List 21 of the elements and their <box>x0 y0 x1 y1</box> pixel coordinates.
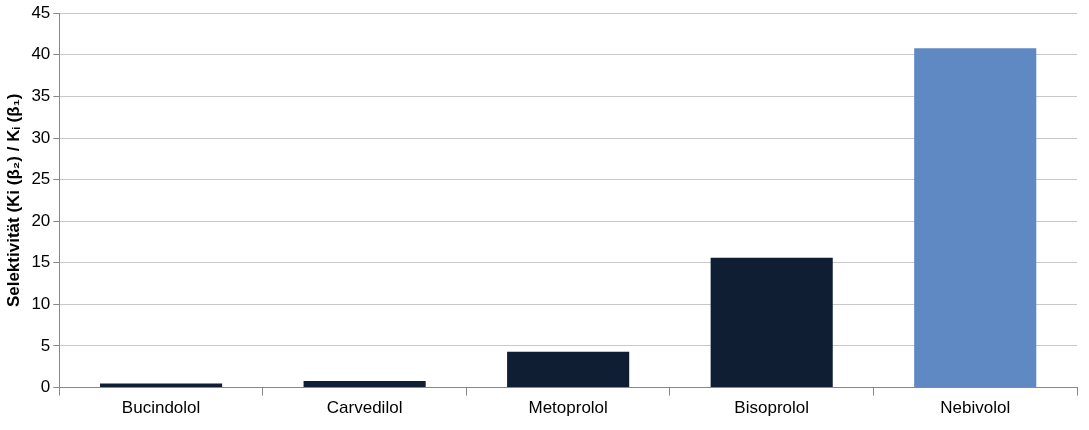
y-tick-label: 10 <box>31 294 51 314</box>
y-tick-label: 15 <box>31 252 51 272</box>
bar <box>914 48 1037 388</box>
y-tick-label: 0 <box>40 377 51 397</box>
y-axis-title: Selektivität (Ki (β₂) / Kᵢ (β₁) <box>3 93 23 308</box>
x-tick-label: Bisoprolol <box>734 398 810 418</box>
x-tick-label: Carvedilol <box>326 398 403 418</box>
y-tick-label: 30 <box>31 127 51 147</box>
y-tick-label: 25 <box>31 169 51 189</box>
y-tick-label: 5 <box>40 335 51 355</box>
y-tick-label: 20 <box>31 210 51 230</box>
y-tick-label: 40 <box>31 44 51 64</box>
x-tick-label: Nebivolol <box>940 398 1011 418</box>
y-tick-label: 35 <box>31 86 51 106</box>
bar <box>100 383 223 388</box>
y-tick-label: 45 <box>31 2 51 22</box>
x-tick-label: Bucindolol <box>121 398 201 418</box>
bar <box>507 351 630 388</box>
bar <box>710 257 833 388</box>
bar <box>303 380 426 388</box>
x-tick-label: Metoprolol <box>528 398 608 418</box>
